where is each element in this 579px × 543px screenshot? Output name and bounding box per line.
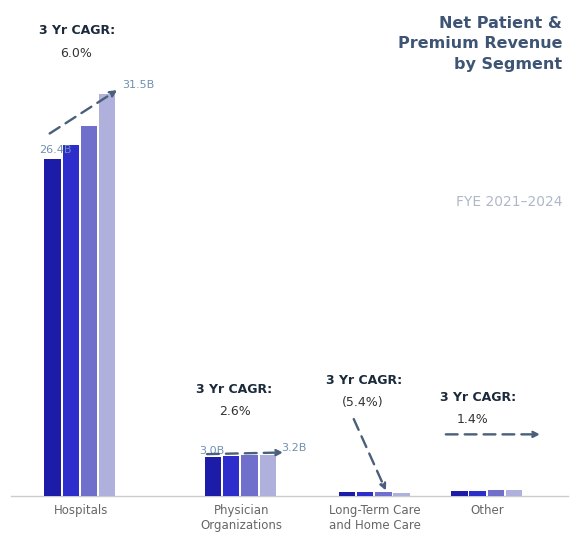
Text: FYE 2021–2024: FYE 2021–2024	[456, 195, 562, 209]
Bar	[357, 493, 373, 496]
Text: 26.4B: 26.4B	[39, 145, 71, 155]
Bar	[99, 94, 115, 496]
Bar	[339, 492, 355, 496]
Text: 6.0%: 6.0%	[60, 47, 93, 60]
Text: 31.5B: 31.5B	[123, 80, 155, 90]
Bar	[488, 490, 504, 496]
Text: (5.4%): (5.4%)	[342, 396, 383, 409]
Text: 3 Yr CAGR:: 3 Yr CAGR:	[39, 24, 115, 37]
Bar	[393, 493, 410, 496]
Bar	[375, 493, 391, 496]
Bar	[259, 454, 276, 496]
Bar	[241, 456, 258, 496]
Bar	[80, 126, 97, 496]
Bar	[506, 490, 522, 496]
Text: 3 Yr CAGR:: 3 Yr CAGR:	[326, 375, 402, 388]
Bar	[223, 456, 240, 496]
Bar	[470, 491, 486, 496]
Bar	[45, 159, 61, 496]
Bar	[205, 457, 221, 496]
Bar	[63, 145, 79, 496]
Text: 3 Yr CAGR:: 3 Yr CAGR:	[441, 391, 516, 404]
Text: 2.6%: 2.6%	[219, 405, 251, 418]
Text: 3.2B: 3.2B	[281, 444, 306, 453]
Text: Net Patient &
Premium Revenue
by Segment: Net Patient & Premium Revenue by Segment	[398, 16, 562, 72]
Text: 3.0B: 3.0B	[200, 446, 225, 456]
Text: 1.4%: 1.4%	[457, 413, 489, 426]
Bar	[451, 491, 468, 496]
Text: 3 Yr CAGR:: 3 Yr CAGR:	[196, 383, 273, 396]
